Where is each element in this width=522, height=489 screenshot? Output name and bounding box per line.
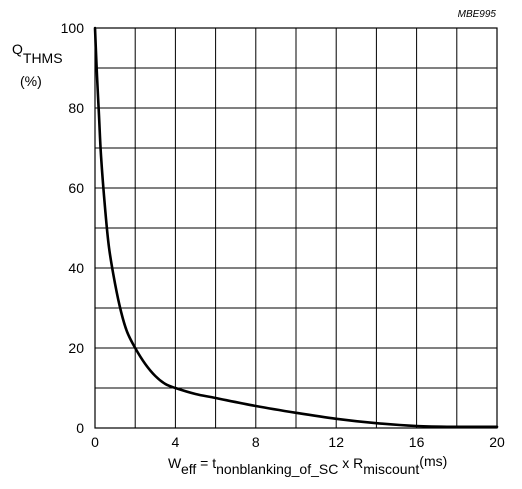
x-axis-label-r-sub: miscount xyxy=(363,461,419,477)
y-axis-label: QTHMS xyxy=(12,41,63,66)
x-tick-label: 0 xyxy=(91,434,99,450)
y-tick-label: 80 xyxy=(68,100,84,116)
x-axis-label-x: x R xyxy=(338,455,363,471)
y-axis-unit: (%) xyxy=(20,73,42,89)
x-axis-label: Weff = tnonblanking_of_SC x Rmiscount(ms… xyxy=(168,453,447,477)
x-axis-label-eq: = t xyxy=(196,455,216,471)
figure-reference: MBE995 xyxy=(458,9,497,20)
y-tick-label: 100 xyxy=(61,20,85,36)
x-tick-label: 4 xyxy=(172,434,180,450)
grid xyxy=(95,28,497,428)
data-series-curve xyxy=(93,26,499,429)
x-tick-labels: 0 4 8 12 16 20 xyxy=(91,434,505,450)
plot-frame xyxy=(94,27,498,429)
y-tick-label: 60 xyxy=(68,180,84,196)
x-tick-label: 16 xyxy=(409,434,425,450)
x-tick-label: 20 xyxy=(489,434,505,450)
x-axis-label-w-sub: eff xyxy=(181,461,196,477)
x-tick-label: 12 xyxy=(328,434,344,450)
x-axis-label-t-sub: nonblanking_of_SC xyxy=(216,461,338,477)
y-tick-label: 40 xyxy=(68,260,84,276)
y-tick-labels: 0 20 40 60 80 100 xyxy=(61,20,85,436)
y-tick-label: 20 xyxy=(68,340,84,356)
x-tick-label: 8 xyxy=(252,434,260,450)
y-axis-label-main: Q xyxy=(12,41,23,57)
x-axis-label-unit: (ms) xyxy=(419,453,447,469)
x-axis-label-w: W xyxy=(168,455,182,471)
y-axis-label-sub: THMS xyxy=(23,50,63,66)
y-tick-label: 0 xyxy=(76,420,84,436)
